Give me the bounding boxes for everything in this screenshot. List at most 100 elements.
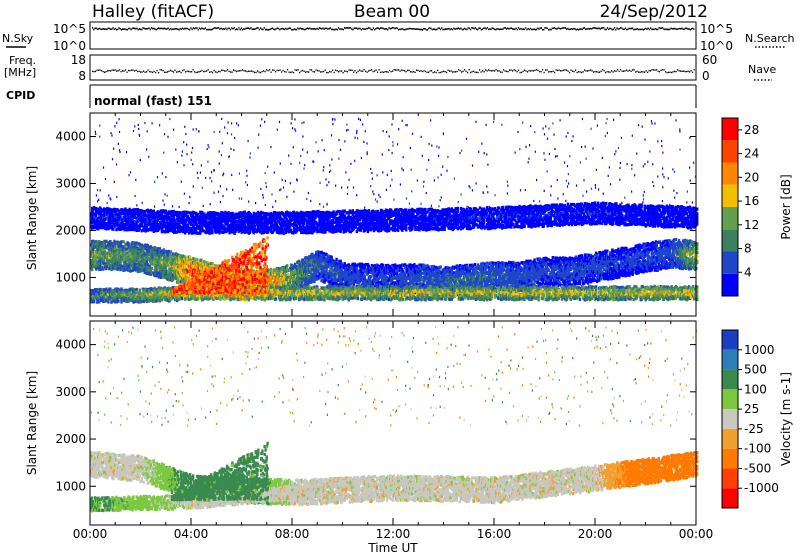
power-cell [311,258,314,262]
noise-sample [124,28,126,30]
frequency-sample [686,70,688,73]
frequency-sample [284,70,286,73]
noise-sample [278,27,280,30]
frequency-sample [132,69,134,71]
date-title: 24/Sep/2012 [600,2,708,22]
power-cell [438,283,441,287]
power-cell [459,274,463,278]
noise-sample [126,28,128,31]
power-cell [174,276,178,281]
noise-sample [310,28,312,30]
noise-sample [650,27,652,29]
power-cell [394,266,397,270]
noise-sample [273,28,275,31]
power-cell [186,274,189,278]
noise-sample [231,27,233,29]
noise-sample [669,28,671,31]
power-cell [343,262,346,266]
noise-sample [288,27,290,29]
noise-sample [516,28,518,31]
power-cell [147,257,150,261]
noise-sample [578,28,580,31]
power-cell [400,279,403,283]
power-cell [416,265,419,269]
power-cell [369,270,373,275]
power-cell [462,276,466,280]
frequency-sample [398,69,400,71]
noise-sample [461,28,463,31]
power-cell [280,270,284,275]
noise-sample [144,28,146,30]
power-cell [376,278,380,282]
noise-sample [563,27,565,29]
frequency-sample [441,71,443,73]
power-cell [135,253,138,257]
noise-sample [473,27,475,30]
frequency-sample [137,70,139,73]
noise-sample [452,28,454,31]
frequency-sample [656,69,658,71]
frequency-sample [390,71,392,73]
noise-sample [230,28,232,31]
freq-tick-top: 18 [71,53,86,67]
frequency-sample [147,69,149,71]
noise-sample [165,28,167,30]
power-cell [311,275,314,279]
noise-sample [154,28,156,30]
power-cell [374,265,378,269]
power-cell [406,270,409,274]
power-cell [506,272,509,277]
frequency-sample [93,70,95,73]
frequency-strip-frame [89,54,697,81]
frequency-sample [591,70,593,72]
frequency-sample [339,70,341,72]
noise-sample [210,28,212,31]
noise-sample [624,27,626,30]
noise-sample [350,27,352,29]
noise-sample [574,28,576,30]
noise-sample [555,27,557,30]
frequency-sample [117,70,119,72]
power-cell [125,247,128,251]
noise-right-tick-bottom: 10^0 [700,39,733,53]
noise-sample [339,28,341,31]
power-cell [104,242,107,246]
noise-sample [635,28,637,30]
frequency-sample [356,72,358,74]
frequency-sample [563,69,565,71]
noise-sample [554,27,556,29]
noise-sample [682,28,684,30]
noise-sample [236,28,238,30]
power-cell [426,269,429,273]
frequency-sample [257,70,259,72]
noise-sample [371,28,373,31]
power-cell [297,279,300,283]
noise-sample [302,28,304,30]
noise-sample [238,27,240,29]
frequency-sample [111,69,113,71]
power-cell [190,258,193,262]
nave-tick-top: 60 [702,53,717,67]
frequency-sample [129,69,131,72]
noise-sample [172,28,174,30]
power-cell [152,262,155,266]
frequency-sample [636,70,638,73]
frequency-sample [515,69,517,72]
power-cell [189,255,192,259]
frequency-sample [107,70,109,72]
power-cell [295,264,298,269]
frequency-sample [489,69,491,72]
power-cell [431,267,434,271]
power-cell [492,267,495,271]
power-cell [349,282,352,286]
power-cell [301,281,304,285]
power-cell [335,269,338,273]
power-cell [100,249,103,253]
noise-sample [550,28,552,31]
frequency-sample [411,71,413,73]
power-cell [183,255,187,259]
noise-sample [404,28,406,31]
noise-sample [579,28,581,30]
frequency-sample [479,69,481,71]
power-cell [275,268,279,272]
